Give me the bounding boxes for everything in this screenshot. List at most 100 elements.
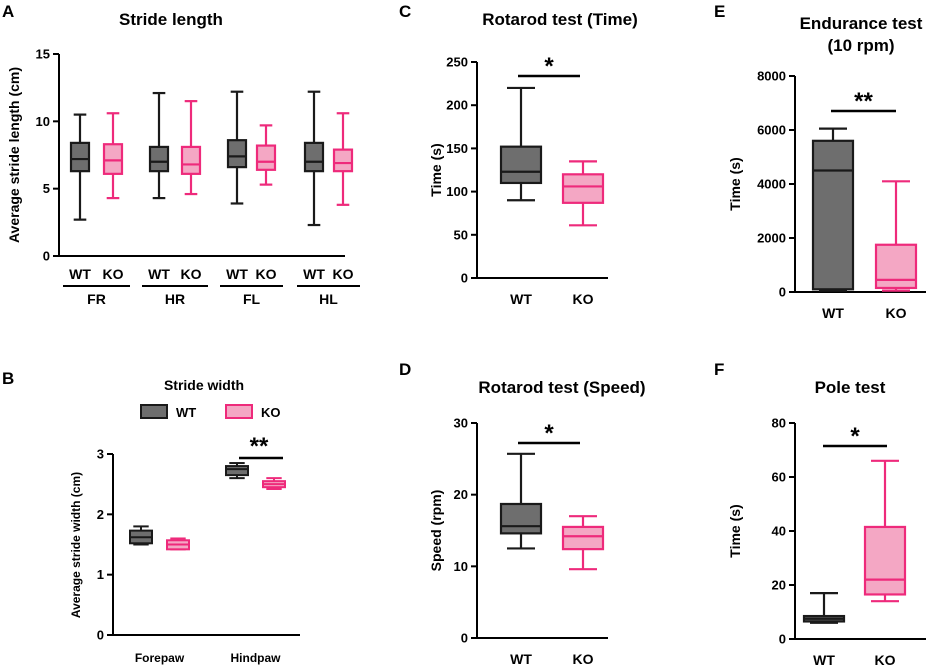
y-tick-label: 6000 <box>757 123 786 138</box>
panel-label-e: E <box>714 2 725 21</box>
y-tick-label: 5 <box>43 181 50 196</box>
panel-f: F Pole test 0 20 40 60 80 Time (s) WT KO * <box>714 360 926 668</box>
significance-label: * <box>544 53 554 80</box>
panel-label-d: D <box>399 360 411 379</box>
box-hr-ko <box>180 100 202 196</box>
panel-label-a: A <box>2 2 14 21</box>
y-tick-label: 50 <box>454 227 468 242</box>
x-tick-label: WT <box>510 291 532 307</box>
box-fl-ko-box <box>255 144 277 171</box>
box-wt <box>802 591 846 624</box>
y-tick-label: 1 <box>97 567 104 582</box>
box-hl-ko-box <box>332 148 354 173</box>
y-tick-label: 200 <box>446 98 468 113</box>
box-hr-ko-box <box>180 145 202 175</box>
x-tick-label: KO <box>573 651 594 667</box>
box-ko <box>561 515 605 571</box>
x-tick-label: KO <box>875 652 896 668</box>
group-label: HR <box>165 291 185 307</box>
group-label: FR <box>87 291 106 307</box>
box-fr-wt-box <box>69 141 91 173</box>
y-tick-label: 100 <box>446 184 468 199</box>
x-tick-label: KO <box>333 266 354 282</box>
y-tick-label: 30 <box>454 416 468 431</box>
box-hl-ko <box>332 112 354 206</box>
y-tick-label: 0 <box>779 285 786 300</box>
box-wt-box <box>811 139 855 291</box>
box-forepaw-ko <box>166 537 190 551</box>
y-tick-label: 2000 <box>757 231 786 246</box>
significance-label: * <box>544 420 554 447</box>
x-tick-label: WT <box>303 266 325 282</box>
panel-d: D Rotarod test (Speed) 0 10 20 30 Speed (rpm) W… <box>399 360 646 667</box>
box-ko-box <box>874 243 918 290</box>
x-tick-label: KO <box>573 291 594 307</box>
box-fr-ko <box>102 112 124 200</box>
y-tick-label: 8000 <box>757 69 786 84</box>
y-tick-label: 0 <box>97 628 104 643</box>
y-axis-label: Average stride length (cm) <box>6 67 22 243</box>
box-wt-box <box>499 145 543 185</box>
x-tick-label: KO <box>886 305 907 321</box>
panel-label-f: F <box>714 360 724 379</box>
panel-c: C Rotarod test (Time) 0 50 100 150 200 250 Time … <box>399 2 638 307</box>
box-ko <box>561 160 605 227</box>
significance-label: ** <box>250 433 269 460</box>
panel-a: A Stride length 0 5 10 15 Average stride lengt… <box>2 2 360 307</box>
box-wt <box>499 452 543 550</box>
panel-title-line: (10 rpm) <box>827 36 894 55</box>
box-fl-ko <box>255 124 277 186</box>
x-tick-label: WT <box>148 266 170 282</box>
x-tick-label: KO <box>181 266 202 282</box>
x-tick-label: WT <box>813 652 835 668</box>
y-tick-label: 20 <box>454 487 468 502</box>
y-axis-label: Average stride width (cm) <box>69 472 83 618</box>
x-tick-label: Forepaw <box>135 651 185 665</box>
y-tick-label: 20 <box>772 578 786 593</box>
panel-title-line: Endurance test <box>800 14 923 33</box>
panel-e: E Endurance test (10 rpm) 0 2000 4000 6000 8000… <box>714 2 926 321</box>
y-tick-label: 80 <box>772 416 786 431</box>
significance-label: * <box>850 423 860 450</box>
y-tick-label: 0 <box>43 249 50 264</box>
box-ko-box <box>561 173 605 204</box>
x-tick-label: WT <box>510 651 532 667</box>
panel-b: B Stride width WT KO 0 1 2 3 Average stride widt… <box>2 369 300 665</box>
box-hr-wt-box <box>148 145 170 173</box>
group-label: HL <box>319 291 338 307</box>
y-tick-label: 150 <box>446 141 468 156</box>
panel-title: Rotarod test (Time) <box>482 10 638 29</box>
x-tick-label: WT <box>822 305 844 321</box>
y-tick-label: 0 <box>779 632 786 647</box>
box-ko <box>874 180 918 292</box>
box-fl-wt-box <box>226 139 248 169</box>
box-hl-wt-box <box>303 141 325 173</box>
legend-wt-label: WT <box>176 405 196 420</box>
panel-label-c: C <box>399 2 411 21</box>
y-tick-label: 15 <box>36 47 50 62</box>
box-hindpaw-ko <box>262 477 286 490</box>
legend-wt-swatch <box>140 404 168 419</box>
y-tick-label: 10 <box>454 559 468 574</box>
x-tick-label: Hindpaw <box>231 651 282 665</box>
box-fl-wt <box>226 90 248 205</box>
x-tick-label: KO <box>256 266 277 282</box>
panel-title: Stride width <box>164 377 244 393</box>
y-tick-label: 60 <box>772 470 786 485</box>
legend-ko-swatch <box>225 404 253 419</box>
x-tick-label: WT <box>226 266 248 282</box>
x-tick-label: KO <box>103 266 124 282</box>
box-wt-box <box>499 502 543 535</box>
y-axis-label: Time (s) <box>727 157 743 210</box>
y-axis-label: Time (s) <box>727 504 743 557</box>
panel-title: Rotarod test (Speed) <box>478 378 645 397</box>
box-fr-ko-box <box>102 143 124 175</box>
y-axis-label: Time (s) <box>428 143 444 196</box>
significance-label: ** <box>854 88 873 115</box>
panel-title: Pole test <box>815 378 886 397</box>
box-ko <box>863 459 907 603</box>
box-hindpaw-wt-box <box>225 465 249 477</box>
y-tick-label: 0 <box>461 271 468 286</box>
y-tick-label: 0 <box>461 631 468 646</box>
y-tick-label: 2 <box>97 507 104 522</box>
